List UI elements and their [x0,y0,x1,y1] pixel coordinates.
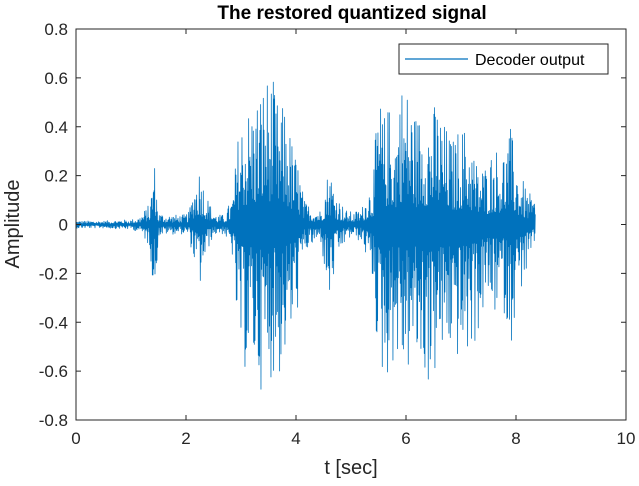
x-tick-label: 4 [291,429,300,448]
x-axis-ticks: 0 2 4 6 8 10 [71,29,635,448]
legend: Decoder output [398,43,609,75]
y-tick-label: -0.2 [39,264,68,283]
signal-trace [75,81,536,390]
x-tick-label: 10 [617,429,636,448]
chart-title: The restored quantized signal [217,3,486,24]
y-tick-label: 0.2 [44,167,68,186]
legend-label-decoder-output: Decoder output [475,52,585,69]
x-tick-label: 0 [71,429,80,448]
x-tick-label: 8 [511,429,520,448]
y-tick-label: 0 [59,216,68,235]
y-tick-label: 0.8 [44,20,68,39]
y-axis-ticks: -0.8 -0.6 -0.4 -0.2 0 0.2 0.4 0.6 0.8 [39,20,626,430]
x-axis-label: t [sec] [324,457,377,479]
series-line-decoder-output [75,81,536,390]
y-tick-label: 0.4 [44,118,68,137]
x-tick-label: 6 [401,429,410,448]
y-tick-label: -0.6 [39,362,68,381]
y-tick-label: -0.4 [39,313,68,332]
y-axis-label: Amplitude [2,180,24,269]
y-tick-label: -0.8 [39,411,68,430]
y-tick-label: 0.6 [44,69,68,88]
x-tick-label: 2 [181,429,190,448]
